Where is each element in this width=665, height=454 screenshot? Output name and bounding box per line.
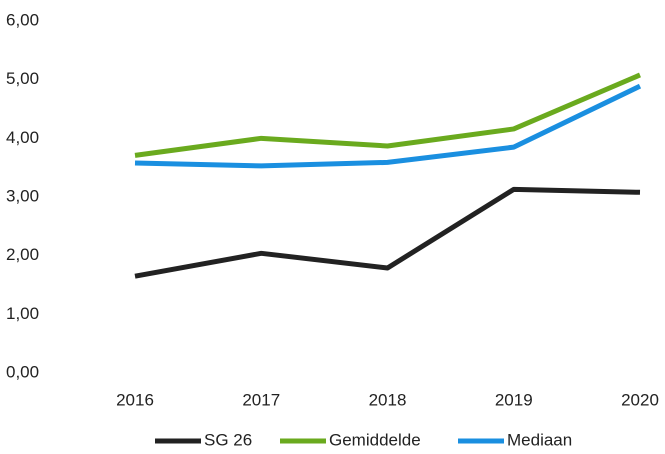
x-tick-label: 2018 <box>369 390 407 409</box>
y-tick-label: 1,00 <box>6 304 39 323</box>
y-tick-label: 0,00 <box>6 362 39 381</box>
series-line <box>134 83 642 169</box>
x-tick-label: 2016 <box>116 390 154 409</box>
legend-label: SG 26 <box>204 430 252 449</box>
x-tick-label: 2020 <box>621 390 659 409</box>
series-line <box>134 72 641 158</box>
series-line <box>134 186 641 279</box>
x-tick-label: 2019 <box>495 390 533 409</box>
y-tick-label: 5,00 <box>6 69 39 88</box>
y-tick-label: 2,00 <box>6 245 39 264</box>
y-tick-label: 3,00 <box>6 186 39 205</box>
y-tick-label: 6,00 <box>6 10 39 29</box>
x-tick-label: 2017 <box>242 390 280 409</box>
y-tick-label: 4,00 <box>6 128 39 147</box>
legend-label: Mediaan <box>507 430 572 449</box>
legend-label: Gemiddelde <box>329 430 421 449</box>
